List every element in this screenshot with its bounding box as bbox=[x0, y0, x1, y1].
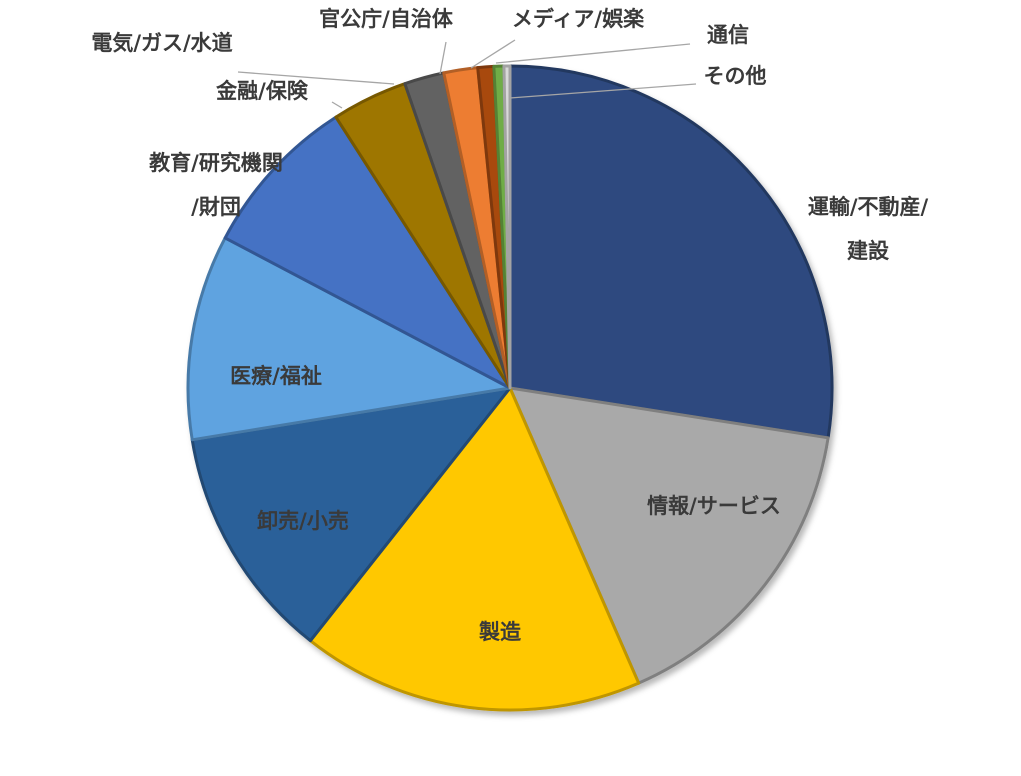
slice-label-4: 卸売/小売 bbox=[257, 509, 349, 533]
pie-slice-3 bbox=[308, 386, 641, 712]
slice-label-2: 情報/サービス bbox=[647, 494, 781, 518]
leader-lines bbox=[237, 39, 697, 109]
leader-line-11 bbox=[495, 43, 691, 64]
slice-label-3: 製造 bbox=[478, 620, 522, 644]
slice-label-9: 官公庁/自治体 bbox=[319, 7, 454, 31]
slice-label-5: 医療/福祉 bbox=[230, 364, 322, 388]
slice-label-1: 運輸/不動産/建設 bbox=[808, 195, 929, 263]
pie-slice-4 bbox=[190, 386, 512, 643]
leader-line-7 bbox=[331, 101, 343, 109]
leader-line-12 bbox=[509, 83, 697, 99]
pie-slice-2 bbox=[508, 386, 830, 685]
pie-slice-12 bbox=[502, 64, 512, 390]
pie-slice-5 bbox=[186, 236, 512, 442]
leader-line-9 bbox=[439, 41, 447, 75]
slice-label-8: 電気/ガス/水道 bbox=[91, 31, 232, 55]
slice-label-11: 通信 bbox=[707, 23, 749, 47]
slice-label-12: その他 bbox=[704, 64, 767, 88]
pie-slice-1 bbox=[508, 64, 834, 440]
slice-label-6: 教育/研究機関/財団 bbox=[149, 151, 283, 219]
slice-label-7: 金融/保険 bbox=[215, 79, 309, 103]
leader-line-10 bbox=[470, 39, 516, 69]
slice-label-10: メディア/娯楽 bbox=[512, 7, 645, 31]
pie-slice-6 bbox=[223, 115, 512, 390]
pie-slices bbox=[186, 64, 834, 712]
leader-line-8 bbox=[237, 71, 395, 85]
